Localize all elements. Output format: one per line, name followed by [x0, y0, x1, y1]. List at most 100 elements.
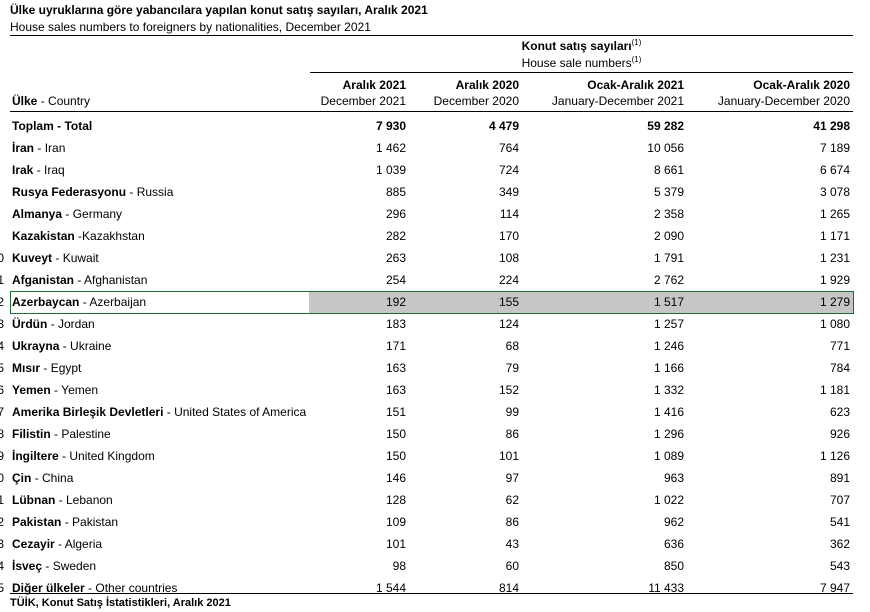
row-label: Diğer ülkeler - Other countries	[12, 581, 177, 595]
cell: 1 544	[375, 581, 406, 595]
country-en: - Iraq	[36, 163, 65, 177]
cell: 124	[498, 317, 519, 331]
group-header: Konut satış sayıları(1)	[310, 39, 853, 54]
cell: 146	[385, 471, 406, 485]
cell: 79	[505, 361, 519, 375]
rule	[10, 35, 853, 36]
rule	[10, 111, 853, 112]
cell: 8 661	[653, 163, 684, 177]
cell: 636	[663, 537, 684, 551]
cell: 170	[498, 229, 519, 243]
row-number: 3	[0, 317, 4, 331]
cell: 163	[385, 361, 406, 375]
cell: 724	[498, 163, 519, 177]
subtitle: House sales numbers to foreigners by nat…	[10, 20, 371, 34]
column-header: Aralık 2020	[455, 78, 519, 92]
cell: 150	[385, 427, 406, 441]
column-header: Ocak-Aralık 2021	[587, 78, 684, 92]
country-en: - Lebanon	[58, 493, 113, 507]
row-label: Kazakistan -Kazakhstan	[12, 229, 145, 243]
country-en: - Kuwait	[55, 251, 99, 265]
cell: 1 246	[653, 339, 684, 353]
row-label: Amerika Birleşik Devletleri - United Sta…	[12, 405, 306, 419]
cell: 86	[505, 515, 519, 529]
cell: 1 039	[375, 163, 406, 177]
cell: 771	[829, 339, 850, 353]
row-label: Ukrayna - Ukraine	[12, 339, 111, 353]
cell: 850	[663, 559, 684, 573]
country-en: - Total	[57, 119, 93, 133]
column-header-en: December 2020	[433, 94, 519, 108]
cell: 362	[829, 537, 850, 551]
cell: 1 126	[819, 449, 850, 463]
cell: 1 171	[819, 229, 850, 243]
row-label: Afganistan - Afghanistan	[12, 273, 147, 287]
country-tr: Çin	[12, 471, 32, 485]
cell: 98	[392, 559, 406, 573]
cell: 2 762	[653, 273, 684, 287]
row-number: 1	[0, 273, 4, 287]
country-en: - Country	[40, 94, 91, 108]
cell: 128	[385, 493, 406, 507]
row-label: Pakistan - Pakistan	[12, 515, 118, 529]
country-en: - Yemen	[54, 383, 99, 397]
row-label: Ürdün - Jordan	[12, 317, 95, 331]
row-number: 8	[0, 427, 4, 441]
cell: 963	[663, 471, 684, 485]
country-tr: Mısır	[12, 361, 41, 375]
country-en: - Sweden	[45, 559, 97, 573]
cell: 1 462	[375, 141, 406, 155]
cell: 4 479	[488, 119, 519, 133]
cell: 183	[385, 317, 406, 331]
country-en: - Iran	[37, 141, 66, 155]
cell: 891	[829, 471, 850, 485]
country-tr: Irak	[12, 163, 34, 177]
row-label: Yemen - Yemen	[12, 383, 98, 397]
cell: 43	[505, 537, 519, 551]
cell: 171	[385, 339, 406, 353]
title: Ülke uyruklarına göre yabancılara yapıla…	[10, 3, 428, 17]
cell: 764	[498, 141, 519, 155]
group-header-en: House sale numbers(1)	[310, 56, 853, 71]
cell: 296	[385, 207, 406, 221]
cell: 1 089	[653, 449, 684, 463]
selection-fill	[309, 292, 853, 313]
country-en: -Kazakhstan	[78, 229, 145, 243]
row-label: Cezayir - Algeria	[12, 537, 102, 551]
row-label: İsveç - Sweden	[12, 559, 96, 573]
row-number: 5	[0, 581, 4, 595]
cell: 1 231	[819, 251, 850, 265]
cell: 1 080	[819, 317, 850, 331]
row-label: İngiltere - United Kingdom	[12, 449, 155, 463]
cell: 151	[385, 405, 406, 419]
country-en: - Palestine	[54, 427, 111, 441]
country-tr: Ülke	[12, 94, 38, 108]
row-label: Kuveyt - Kuwait	[12, 251, 99, 265]
row-number: 1	[0, 493, 4, 507]
cell: 59 282	[647, 119, 684, 133]
column-header-en: January-December 2021	[551, 94, 684, 108]
cell: 254	[385, 273, 406, 287]
country-tr: Cezayir	[12, 537, 55, 551]
cell: 1 265	[819, 207, 850, 221]
cell: 1 257	[653, 317, 684, 331]
cell: 1 416	[653, 405, 684, 419]
country-en: - China	[34, 471, 74, 485]
cell: 101	[385, 537, 406, 551]
column-header-en: December 2021	[320, 94, 406, 108]
cell: 1 166	[653, 361, 684, 375]
row-label: Rusya Federasyonu - Russia	[12, 185, 173, 199]
country-en: - Jordan	[50, 317, 95, 331]
country-tr: İran	[12, 141, 35, 155]
cell: 1 022	[653, 493, 684, 507]
cell: 1 279	[819, 295, 850, 309]
cell: 152	[498, 383, 519, 397]
cell: 155	[498, 295, 519, 309]
cell: 41 298	[813, 119, 850, 133]
row-label: Mısır - Egypt	[12, 361, 81, 375]
country-tr: Amerika Birleşik Devletleri	[12, 405, 164, 419]
cell: 1 517	[653, 295, 684, 309]
cell: 62	[505, 493, 519, 507]
row-label: Filistin - Palestine	[12, 427, 111, 441]
selection-border	[10, 291, 854, 314]
